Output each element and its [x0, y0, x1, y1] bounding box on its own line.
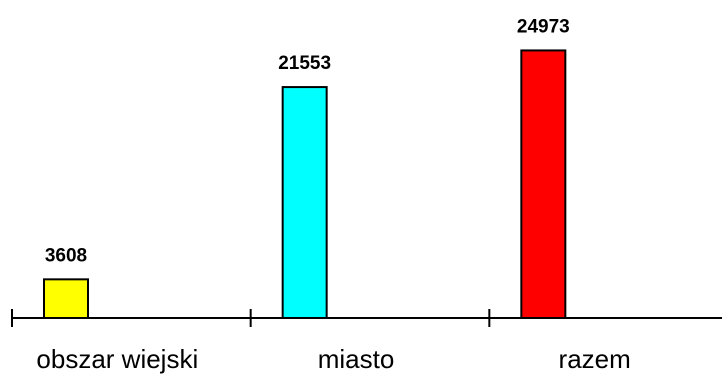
value-labels-group: 3608 21553 24973 [45, 16, 570, 266]
value-label-1: 21553 [278, 53, 331, 74]
category-label-0: obszar wiejski [36, 344, 198, 374]
value-label-2: 24973 [517, 16, 570, 37]
category-label-2: razem [559, 344, 631, 374]
bar-1 [281, 86, 328, 319]
bars-group [43, 49, 567, 320]
category-label-1: miasto [318, 344, 395, 374]
x-axis-ticks [11, 309, 491, 327]
bar-2 [520, 49, 567, 320]
bar-0 [43, 278, 89, 320]
category-labels-group: obszar wiejski miasto razem [36, 344, 630, 374]
value-label-0: 3608 [45, 245, 87, 266]
